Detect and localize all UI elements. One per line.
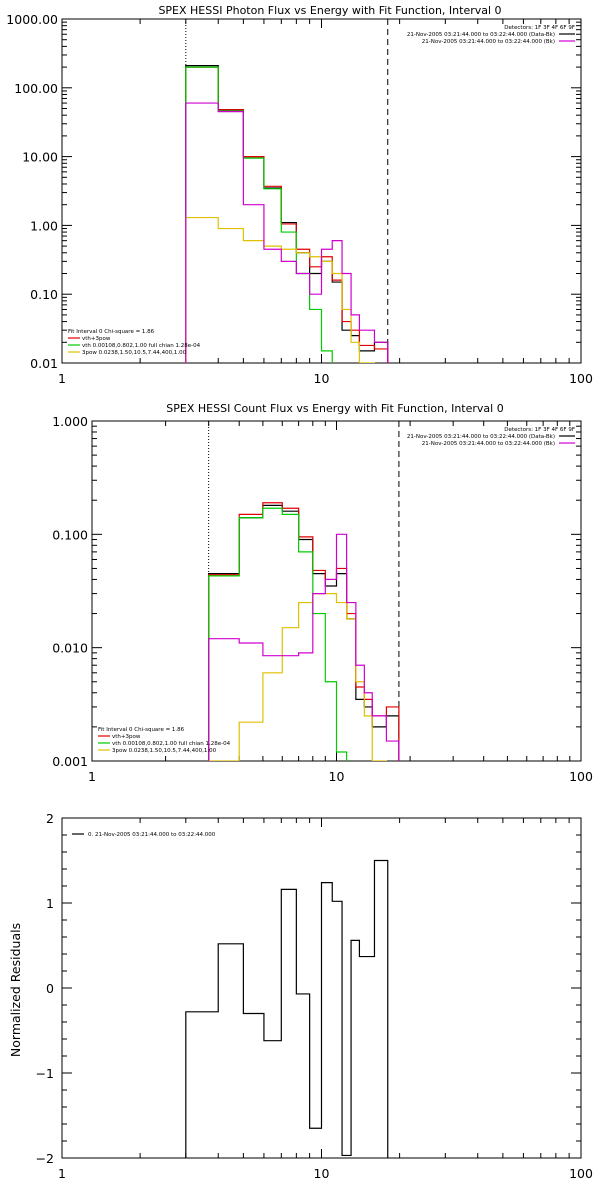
x-tick-label: 100: [569, 1166, 593, 1181]
y-tick-label: 0: [46, 981, 54, 996]
y-tick-label: 0.01: [30, 356, 58, 371]
series-line-1: [208, 502, 400, 761]
legend-text: 0. 21-Nov-2005 03:21:44.000 to 03:22:44.…: [88, 832, 216, 838]
count-flux-panel: SPEX HESSI Count Flux vs Energy with Fit…: [52, 402, 593, 784]
legend-text: 21-Nov-2005 03:21:44.000 to 03:22:44.000…: [407, 434, 555, 440]
legend-text: vth 0.00108,0.802,1.00 full chian 1.28e-…: [82, 343, 201, 349]
y-tick-label: 1.000: [52, 414, 88, 429]
legend-text: 21-Nov-2005 03:21:44.000 to 03:22:44.000…: [422, 441, 555, 447]
legend-text: 21-Nov-2005 03:21:44.000 to 03:22:44.000…: [422, 39, 555, 45]
series-line-3: [185, 216, 376, 363]
legend-text: Detectors: 1F 3F 4F 6F 9F: [504, 25, 575, 31]
y-tick-label: 100.00: [14, 81, 58, 96]
y-tick-label: −1: [36, 1066, 54, 1081]
legend-text: 3pow 0.0238,1.50,10.5,7.44,400,1.00: [82, 350, 187, 356]
x-tick-label: 1: [58, 1166, 66, 1181]
y-tick-label: 0.010: [52, 641, 88, 656]
series-line-2: [185, 66, 333, 363]
legend-text: vth 0.00108,0.802,1.00 full chian 1.28e-…: [112, 741, 231, 747]
y-tick-label: 1: [46, 896, 54, 911]
x-tick-label: 1: [88, 769, 96, 784]
series-line-0: [185, 65, 389, 363]
count-flux-title: SPEX HESSI Count Flux vs Energy with Fit…: [166, 402, 503, 415]
series-line-1: [185, 66, 389, 363]
y-tick-label: 0.100: [52, 527, 88, 542]
y-tick-label: 0.10: [30, 287, 58, 302]
y-tick-label: 10.00: [22, 150, 58, 165]
y-tick-label: 1000.00: [6, 12, 58, 27]
legend-text: 21-Nov-2005 03:21:44.000 to 03:22:44.000…: [407, 32, 555, 38]
legend-text: Fit Interval 0 Chi-square = 1.86: [98, 727, 185, 733]
x-tick-label: 1: [58, 371, 66, 386]
series-line-0: [185, 859, 389, 1158]
x-tick-label: 10: [314, 1166, 330, 1181]
legend-text: Fit Interval 0 Chi-square = 1.86: [68, 329, 155, 335]
x-tick-label: 10: [314, 371, 330, 386]
x-tick-label: 100: [569, 371, 593, 386]
residuals-ylabel: Normalized Residuals: [8, 923, 23, 1057]
legend-text: Detectors: 1F 3F 4F 6F 9F: [504, 427, 575, 433]
series-line-4: [208, 533, 400, 761]
series-line-4: [185, 102, 389, 363]
photon-flux-panel: SPEX HESSI Photon Flux vs Energy with Fi…: [6, 4, 593, 386]
y-tick-label: 2: [46, 811, 54, 826]
legend-text: 3pow 0.0238,1.50,10.5,7.44,400,1.00: [112, 748, 217, 754]
legend-text: vth+3pow: [112, 734, 141, 740]
photon-flux-title: SPEX HESSI Photon Flux vs Energy with Fi…: [158, 4, 501, 17]
residuals-panel: Normalized Residuals 1 10 100 −2 −1 0 1 2 0. 21-…: [8, 811, 593, 1181]
series-line-2: [208, 507, 348, 761]
y-tick-label: 0.001: [52, 754, 88, 769]
series-line-3: [208, 592, 388, 761]
x-tick-label: 100: [569, 769, 593, 784]
y-tick-label: 1.00: [30, 218, 58, 233]
legend-text: vth+3pow: [82, 336, 111, 342]
y-tick-label: −2: [36, 1151, 54, 1166]
x-tick-label: 10: [329, 769, 345, 784]
